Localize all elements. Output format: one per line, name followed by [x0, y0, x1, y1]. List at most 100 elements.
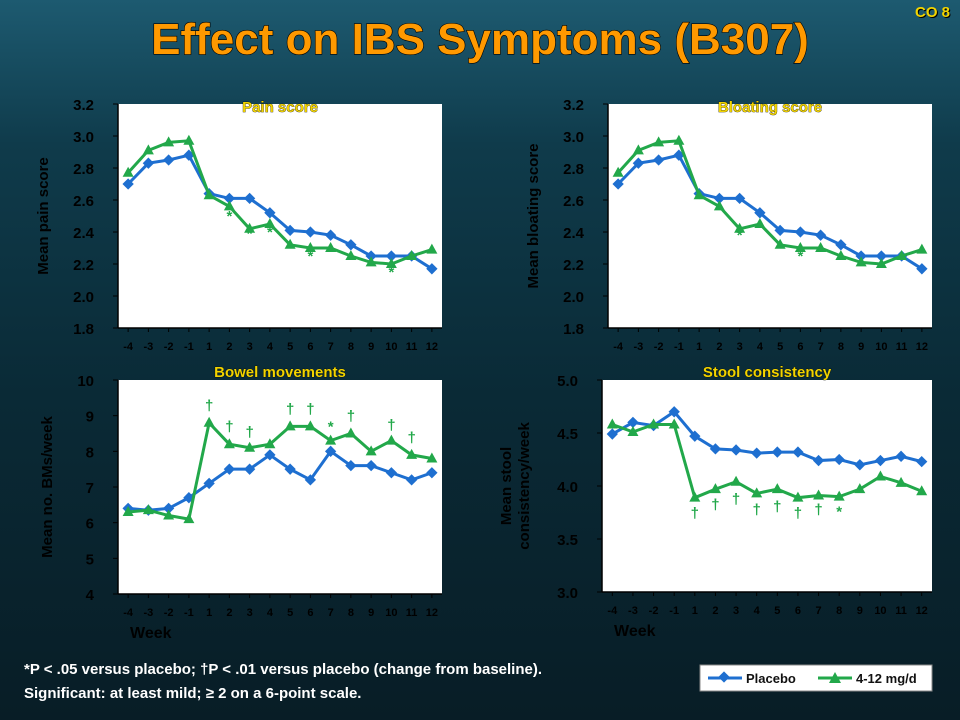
point-active: [771, 483, 783, 494]
point-placebo: [324, 445, 337, 457]
slide-title: Effect on IBS Symptoms (B307): [151, 15, 809, 64]
point-placebo: [835, 239, 847, 251]
point-placebo: [243, 192, 256, 205]
significance-mark: *: [836, 504, 842, 521]
x-tick-label: 6: [307, 341, 313, 353]
x-tick-label: 12: [426, 607, 438, 619]
point-active: [426, 452, 438, 463]
point-active: [668, 418, 680, 429]
x-tick-label: 6: [797, 341, 803, 353]
x-tick-label: 11: [896, 341, 908, 353]
significance-mark: *: [307, 248, 313, 265]
y-tick-label: 2.4: [73, 225, 95, 242]
point-placebo: [223, 192, 236, 205]
significance-mark: †: [732, 491, 740, 508]
y-tick-label: 9: [86, 409, 94, 426]
point-placebo: [345, 239, 357, 251]
x-tick-label: 4: [267, 341, 274, 353]
x-tick-label: 3: [247, 341, 253, 353]
y-axis-label-line: consistency/week: [516, 422, 533, 550]
point-placebo: [916, 455, 928, 468]
point-placebo: [652, 154, 665, 166]
point-placebo: [754, 207, 766, 219]
chart-panel-1: 1.82.02.22.42.62.83.03.2-4 -3 -2 -1 1 2 3 4 5 6 7 8…: [35, 97, 442, 353]
point-active: [751, 487, 763, 498]
x-tick-label: 2: [226, 341, 232, 353]
x-tick-label: -3: [633, 341, 643, 353]
point-placebo: [365, 459, 377, 472]
y-axis-label: Mean stoolconsistency/week: [498, 422, 533, 550]
x-tick-label: 5: [774, 605, 780, 617]
x-tick-label: -3: [628, 605, 638, 617]
point-active: [774, 238, 786, 249]
x-tick-label: 8: [348, 341, 354, 353]
series-line-placebo: [127, 153, 433, 271]
x-tick-label: 9: [368, 607, 374, 619]
series-line-active: [611, 423, 923, 500]
x-tick-label: -1: [669, 605, 679, 617]
y-tick-label: 2.6: [73, 193, 94, 210]
point-active: [426, 243, 438, 254]
footnote: *P < .05 versus placebo; †P < .01 versus…: [24, 661, 542, 702]
point-placebo: [916, 263, 928, 275]
point-placebo: [833, 453, 845, 466]
point-placebo: [345, 459, 357, 472]
y-tick-label: 3.5: [557, 532, 578, 549]
point-active: [142, 144, 154, 155]
point-placebo: [854, 459, 866, 471]
point-active: [713, 200, 725, 211]
point-placebo: [668, 406, 680, 418]
x-tick-label: 7: [816, 605, 822, 617]
x-tick-label: 2: [716, 341, 722, 353]
y-axis-label-line: Mean pain score: [35, 157, 52, 275]
point-active: [365, 256, 377, 267]
y-axis-label: Mean pain score: [35, 157, 52, 275]
point-active: [833, 490, 845, 501]
y-tick-label: 3.0: [563, 129, 584, 146]
point-active: [730, 475, 742, 486]
point-placebo: [730, 444, 742, 456]
significance-mark: *: [737, 227, 743, 244]
point-placebo: [304, 474, 317, 486]
significance-mark: *: [226, 208, 232, 225]
point-active: [606, 418, 618, 429]
y-axis-label-line: Mean no. BMs/week: [39, 415, 56, 557]
point-active: [345, 250, 357, 260]
point-active: [916, 243, 928, 254]
point-placebo: [426, 467, 438, 479]
y-tick-label: 4.5: [557, 426, 578, 443]
point-active: [693, 189, 705, 200]
x-tick-label: -2: [654, 341, 664, 353]
x-tick-label: -2: [649, 605, 659, 617]
x-tick-label: 10: [385, 341, 397, 353]
plot-area: [118, 380, 442, 594]
point-placebo: [794, 226, 807, 238]
panel-title: Stool consistency: [703, 364, 832, 381]
point-active: [385, 434, 397, 445]
point-active: [264, 218, 276, 228]
y-tick-label: 1.8: [563, 321, 584, 338]
significance-mark: †: [753, 502, 761, 519]
point-active: [284, 238, 296, 249]
x-tick-label: -4: [123, 607, 134, 619]
panel-title: Bowel movements: [214, 364, 346, 381]
point-placebo: [875, 250, 888, 262]
x-tick-label: 11: [406, 607, 418, 619]
x-tick-label: 11: [406, 341, 418, 353]
point-active: [794, 242, 806, 252]
significance-mark: †: [286, 401, 294, 418]
y-tick-label: 2.4: [563, 225, 585, 242]
point-placebo: [203, 477, 215, 490]
y-tick-label: 5.0: [557, 373, 578, 390]
significance-mark: †: [711, 496, 719, 513]
significance-mark: †: [225, 419, 233, 436]
significance-mark: †: [205, 397, 213, 414]
x-tick-label: -4: [123, 341, 134, 353]
significance-mark: *: [797, 248, 803, 265]
y-tick-label: 2.8: [73, 161, 94, 178]
significance-mark: †: [814, 502, 822, 519]
point-placebo: [304, 226, 317, 238]
legend-placebo-marker: [718, 671, 730, 683]
